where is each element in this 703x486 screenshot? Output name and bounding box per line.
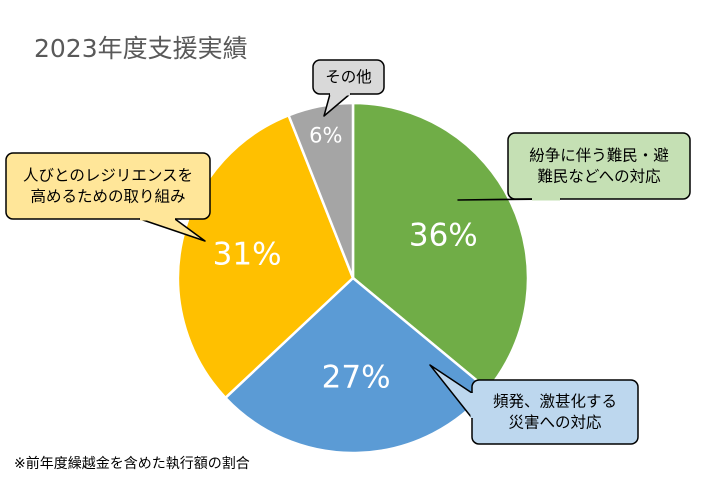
slice-value-label: 27%: [322, 360, 391, 396]
pie-slice-1: [351, 101, 530, 391]
pie-slice-3: [176, 114, 355, 400]
slice-value-label: 6%: [309, 123, 342, 147]
callout-label: 高めるための取り組み: [30, 188, 185, 206]
pie-slices: [176, 101, 530, 455]
callout-label: その他: [325, 68, 372, 86]
callout-box: [507, 132, 691, 200]
slice-value-label: 36%: [409, 218, 478, 254]
slice-value-label: 31%: [213, 236, 282, 272]
callout-label: 災害への対応: [508, 414, 602, 432]
callout-4: その他: [312, 59, 385, 117]
chart-footnote: ※前年度繰越金を含めた執行額の割合: [14, 456, 250, 472]
callout-box: [5, 152, 211, 220]
callout-box: [471, 379, 639, 445]
callout-label: 難民などへの対応: [537, 168, 661, 186]
callout-label: 紛争に伴う難民・避: [529, 147, 669, 165]
callout-label: 頻発、激甚化する: [493, 393, 617, 411]
slice-value-labels: 36% 27% 31% 6%: [213, 123, 478, 395]
chart-title: 2023年度支援実績: [34, 34, 248, 63]
pie-slice-2: [224, 276, 490, 455]
callout-label: 人びとのレジリエンスを: [23, 167, 193, 185]
pie-slice-4: [287, 101, 355, 280]
